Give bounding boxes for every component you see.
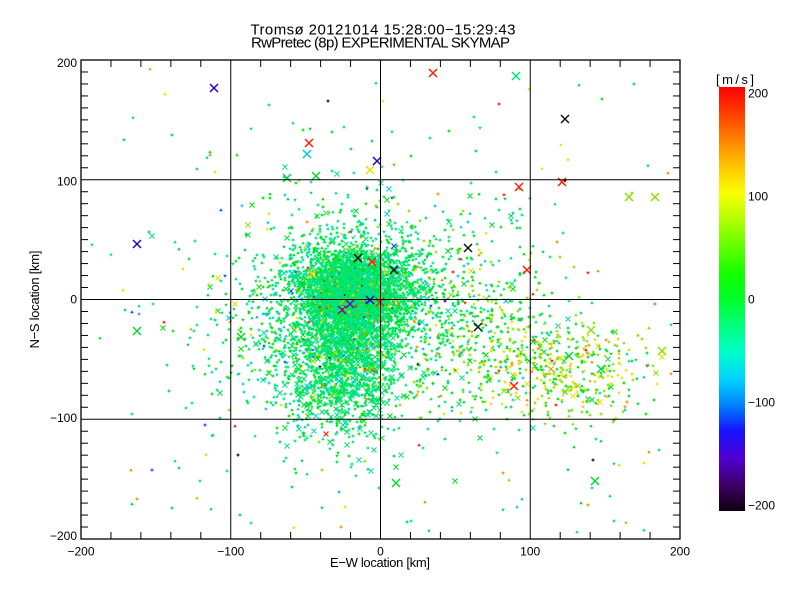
- svg-text:E−W location [km]: E−W location [km]: [330, 555, 430, 570]
- svg-text:−200: −200: [67, 545, 94, 559]
- svg-text:100: 100: [57, 174, 77, 188]
- svg-text:Tromsø 20121014 15:28:00−15:29: Tromsø 20121014 15:28:00−15:29:43: [251, 21, 516, 38]
- svg-text:−100: −100: [50, 411, 77, 425]
- svg-text:RwPretec (8p) EXPERIMENTAL SKY: RwPretec (8p) EXPERIMENTAL SKYMAP: [251, 34, 510, 51]
- svg-text:0: 0: [377, 545, 384, 559]
- svg-text:200: 200: [670, 545, 690, 559]
- svg-text:−100: −100: [217, 545, 244, 559]
- svg-text:−100: −100: [748, 395, 775, 409]
- svg-text:0: 0: [70, 293, 77, 307]
- svg-text:−200: −200: [50, 529, 77, 543]
- svg-text:200: 200: [57, 56, 77, 70]
- svg-text:100: 100: [748, 189, 768, 203]
- svg-text:200: 200: [748, 86, 768, 100]
- svg-text:100: 100: [520, 545, 540, 559]
- svg-text:−200: −200: [748, 498, 775, 512]
- svg-text:N−S location [km]: N−S location [km]: [27, 251, 42, 349]
- svg-text:[m/s]: [m/s]: [716, 72, 754, 87]
- svg-text:0: 0: [748, 292, 755, 306]
